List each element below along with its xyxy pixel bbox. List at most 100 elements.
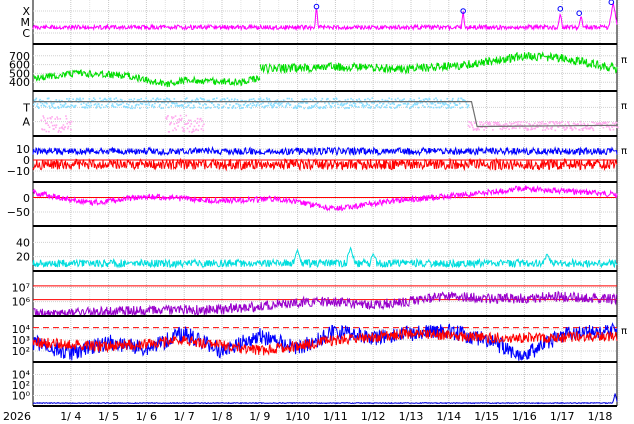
series-point <box>440 105 443 108</box>
series-point <box>269 99 271 102</box>
series-point <box>480 121 483 124</box>
series-point <box>403 98 405 100</box>
series-point <box>525 121 528 124</box>
series-point <box>570 125 572 128</box>
series-point <box>119 103 121 106</box>
series-point <box>179 104 182 107</box>
panel-flare <box>32 0 618 45</box>
series-point <box>345 107 348 109</box>
series-point <box>384 106 386 108</box>
series-point <box>599 122 602 124</box>
series-point <box>499 127 502 130</box>
series-point <box>192 128 194 131</box>
series-point <box>147 99 149 102</box>
series-point <box>563 129 566 131</box>
series-point <box>195 128 198 131</box>
series-point <box>60 131 62 133</box>
panel-wind_speed <box>32 50 618 92</box>
series-point <box>281 105 284 107</box>
series-point <box>440 99 442 102</box>
series-point <box>92 100 94 102</box>
series-point <box>254 99 256 102</box>
series-point <box>587 123 589 126</box>
series-point <box>340 102 343 105</box>
series-point <box>36 103 39 105</box>
series-point <box>190 123 193 125</box>
series-point <box>578 129 581 131</box>
panel-imf_direction <box>33 97 619 137</box>
series-point <box>225 103 227 105</box>
series-point <box>202 104 204 107</box>
series-point <box>495 123 498 126</box>
series-point <box>513 127 515 129</box>
series-point <box>126 103 128 105</box>
series-point <box>390 98 393 100</box>
series-point <box>116 103 118 105</box>
series-point <box>262 102 264 104</box>
series-point <box>140 98 143 100</box>
series-point <box>238 105 241 108</box>
series-point <box>166 97 169 100</box>
series-line-0 <box>32 145 618 157</box>
series-point <box>387 100 389 102</box>
series-point <box>151 103 154 106</box>
series-point <box>260 99 263 102</box>
series-point <box>582 127 585 130</box>
series-point <box>548 122 551 124</box>
series-point <box>343 103 346 105</box>
series-point <box>591 121 593 123</box>
series-point <box>483 129 485 131</box>
series-point <box>557 126 560 128</box>
series-point <box>471 124 474 127</box>
series-point <box>402 99 404 101</box>
panel-density <box>32 241 618 272</box>
panel-right-label: π <box>621 146 627 157</box>
series-point <box>169 100 172 102</box>
series-point <box>322 107 324 110</box>
series-point <box>448 105 450 107</box>
y-tick-label: 10⁷ <box>12 281 30 294</box>
series-point <box>289 103 292 106</box>
series-point <box>176 119 179 121</box>
series-point <box>224 98 226 101</box>
series-point <box>63 104 66 106</box>
y-tick-label: −50 <box>7 206 30 219</box>
series-point <box>583 123 586 126</box>
series-point <box>437 102 440 104</box>
series-point <box>62 124 65 126</box>
series-point <box>70 104 73 106</box>
flare-marker <box>460 8 466 14</box>
series-point <box>252 98 255 100</box>
series-point <box>371 97 374 99</box>
series-point <box>119 98 122 101</box>
series-point <box>378 106 380 108</box>
series-point <box>419 102 422 104</box>
series-point <box>121 99 123 101</box>
series-point <box>486 121 489 123</box>
flare-marker <box>313 3 320 10</box>
series-point <box>99 97 101 100</box>
series-point <box>277 103 279 105</box>
series-point <box>305 98 308 101</box>
series-point <box>512 126 514 129</box>
series-point <box>394 98 397 101</box>
series-point <box>243 103 246 106</box>
series-point <box>445 103 447 105</box>
series-point <box>153 105 156 108</box>
y-tick-label: 400 <box>9 76 30 89</box>
series-point <box>199 97 202 99</box>
series-point <box>467 105 469 108</box>
series-point <box>502 124 505 126</box>
series-point <box>508 128 510 130</box>
series-point <box>44 119 46 122</box>
series-point <box>85 103 88 106</box>
series-point <box>70 128 72 131</box>
series-point <box>191 99 194 102</box>
series-point <box>567 122 570 124</box>
series-point <box>577 123 580 126</box>
series-point <box>151 105 153 107</box>
series-point <box>461 106 464 109</box>
series-point <box>415 103 417 106</box>
series-point <box>130 98 133 101</box>
series-point <box>573 126 576 129</box>
